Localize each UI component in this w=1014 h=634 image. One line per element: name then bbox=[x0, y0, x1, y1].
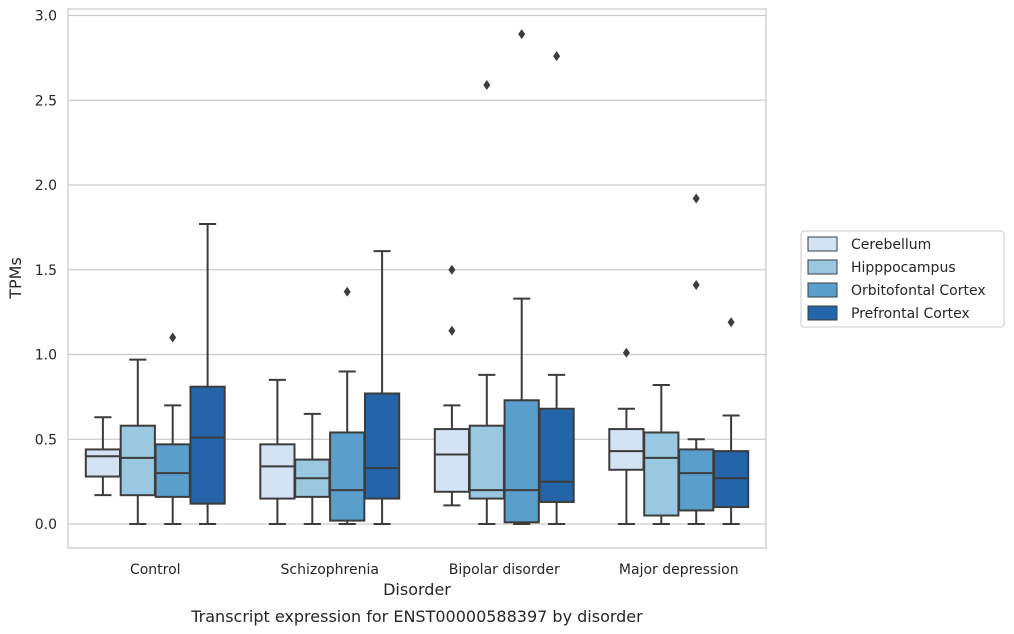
box-2-3 bbox=[538, 51, 575, 525]
legend-label: Orbitofontal Cortex bbox=[851, 283, 986, 299]
y-tick-label: 0.5 bbox=[35, 432, 57, 448]
box-body bbox=[678, 448, 715, 512]
outlier-point bbox=[727, 317, 735, 328]
y-tick-label: 1.5 bbox=[35, 263, 57, 279]
box-0-3 bbox=[189, 222, 226, 525]
legend-swatch bbox=[807, 305, 838, 321]
outlier-point bbox=[553, 51, 561, 62]
box-body bbox=[154, 443, 191, 498]
outlier-point bbox=[448, 264, 456, 275]
legend-frame bbox=[800, 230, 1005, 328]
box-body bbox=[433, 428, 471, 493]
box-body bbox=[329, 431, 366, 522]
legend-label: Prefrontal Cortex bbox=[851, 306, 970, 322]
y-tick-label: 3.0 bbox=[35, 9, 57, 25]
box-3-2 bbox=[678, 193, 715, 525]
box-body bbox=[259, 443, 296, 500]
box-body bbox=[503, 399, 540, 524]
box-body bbox=[363, 392, 401, 500]
outlier-point bbox=[518, 29, 526, 40]
x-tick-label: Schizophrenia bbox=[281, 562, 379, 578]
y-tick-label: 0.0 bbox=[35, 517, 57, 533]
legend-label: Cerebellum bbox=[851, 237, 931, 253]
outlier-point bbox=[692, 280, 700, 291]
box-body bbox=[608, 428, 645, 471]
x-tick-label: Bipolar disorder bbox=[449, 562, 560, 578]
x-tick-label: Major depression bbox=[619, 562, 739, 578]
y-tick-labels: 0.0 0.5 1.0 1.5 2.0 2.5 3.0 bbox=[35, 9, 57, 534]
legend-swatch bbox=[807, 236, 838, 252]
x-axis-label: Disorder bbox=[383, 580, 451, 599]
x-tick-label: Control bbox=[130, 562, 181, 578]
outlier-point bbox=[483, 79, 491, 90]
box-1-2 bbox=[329, 286, 366, 525]
gridlines bbox=[68, 14, 766, 525]
outlier-point bbox=[448, 325, 456, 336]
outlier-point bbox=[692, 193, 700, 204]
outlier-point bbox=[343, 286, 351, 297]
box-0-1 bbox=[119, 358, 156, 525]
box-1-0 bbox=[259, 378, 296, 525]
box-body bbox=[84, 448, 122, 478]
box-2-1 bbox=[468, 79, 505, 525]
y-tick-label: 2.0 bbox=[35, 178, 57, 194]
box-3-3 bbox=[712, 317, 750, 525]
box-body bbox=[189, 385, 226, 505]
box-0-2 bbox=[154, 332, 191, 525]
box-body bbox=[468, 424, 505, 500]
box-body bbox=[643, 431, 680, 517]
legend-swatch bbox=[807, 259, 838, 275]
legend-items: Cerebellum Hipppocampus Orbitofontal Corte… bbox=[807, 236, 986, 322]
box-body bbox=[119, 424, 156, 497]
box-body bbox=[538, 407, 575, 503]
box-3-1 bbox=[643, 384, 680, 525]
box-0-0 bbox=[84, 416, 122, 497]
legend-label: Hipppocampus bbox=[851, 260, 956, 276]
legend-swatch bbox=[807, 282, 838, 298]
legend: Cerebellum Hipppocampus Orbitofontal Corte… bbox=[800, 230, 1005, 328]
box-3-0 bbox=[608, 347, 645, 525]
plot-frame bbox=[67, 8, 767, 549]
chart-title: Transcript expression for ENST0000058839… bbox=[190, 607, 643, 626]
outlier-point bbox=[169, 332, 177, 343]
outlier-point bbox=[622, 347, 630, 358]
y-tick-label: 1.0 bbox=[35, 348, 57, 364]
box-1-1 bbox=[294, 412, 331, 525]
x-tick-labels: Control Schizophrenia Bipolar disorder Majo… bbox=[130, 562, 739, 578]
box-1-3 bbox=[363, 250, 401, 525]
box-2-0 bbox=[433, 264, 471, 507]
y-tick-label: 2.5 bbox=[35, 93, 57, 109]
box-2-2 bbox=[503, 29, 540, 525]
y-axis-label: TPMs bbox=[6, 257, 25, 300]
boxes-layer bbox=[84, 29, 750, 525]
